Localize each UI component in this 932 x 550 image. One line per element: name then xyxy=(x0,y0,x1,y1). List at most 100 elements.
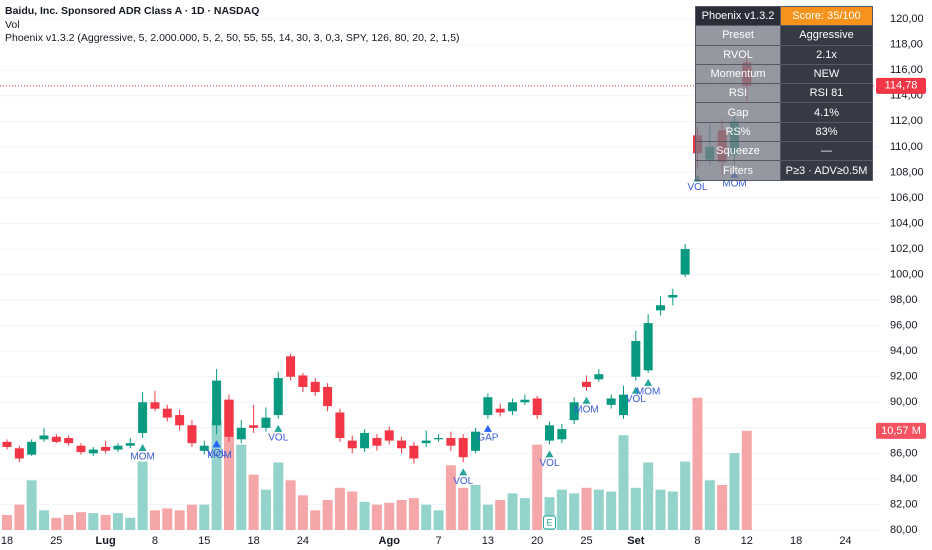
volume-bar xyxy=(717,484,728,530)
panel-row: Squeeze — xyxy=(695,141,873,162)
volume-bar xyxy=(26,480,37,530)
panel-cell: Score: 35/100 xyxy=(780,5,873,27)
x-tick-label: 24 xyxy=(297,535,309,547)
volume-bar xyxy=(162,508,173,530)
signal-label: MOM xyxy=(636,387,660,398)
signal-label: MOM xyxy=(207,450,231,461)
panel-cell: RSI xyxy=(695,83,781,104)
volume-bar xyxy=(729,453,740,530)
candle-body xyxy=(409,445,419,459)
signal-label: MOM xyxy=(722,178,746,189)
volume-bar xyxy=(236,444,247,530)
x-tick-label: 7 xyxy=(435,535,441,547)
phoenix-panel: Phoenix v1.3.2 Score: 35/100 Preset Aggre… xyxy=(695,5,873,181)
legend-line: Vol xyxy=(5,19,20,31)
volume-bar xyxy=(347,491,358,530)
candle-body xyxy=(372,438,382,446)
x-tick-label: 18 xyxy=(790,535,802,547)
candle-body xyxy=(668,295,678,298)
volume-bar xyxy=(655,489,666,530)
candle-body xyxy=(76,445,86,453)
volume-bar xyxy=(38,510,49,530)
candle-body xyxy=(631,340,641,377)
volume-bar xyxy=(186,504,197,530)
candle-body xyxy=(483,397,493,416)
signal-marker xyxy=(138,444,147,452)
volume-bar xyxy=(211,420,222,530)
volume-bar xyxy=(581,487,592,530)
y-tick-label: 100,00 xyxy=(890,268,924,280)
y-tick-label: 112,00 xyxy=(890,115,923,127)
volume-bar xyxy=(322,499,333,530)
signal-marker xyxy=(459,468,468,476)
candle-body xyxy=(39,435,49,440)
candle-body xyxy=(261,417,271,428)
legend-line: Phoenix v1.3.2 (Aggressive, 5, 2.000.000… xyxy=(5,32,460,44)
candle-body xyxy=(594,374,604,380)
y-tick-label: 80,00 xyxy=(890,524,918,536)
candle-body xyxy=(397,440,407,449)
volume-bar xyxy=(458,487,469,530)
signal-marker xyxy=(483,424,492,432)
candle-body xyxy=(125,443,135,446)
volume-bar xyxy=(482,504,493,530)
volume-bar xyxy=(519,498,530,530)
candle-body xyxy=(520,399,530,403)
candle-body xyxy=(545,425,555,441)
volume-bar xyxy=(667,491,678,530)
candle-body xyxy=(569,402,579,421)
candle-body xyxy=(162,408,172,418)
y-tick-label: 116,00 xyxy=(890,64,923,76)
y-tick-label: 96,00 xyxy=(890,320,918,332)
volume-bar xyxy=(334,487,345,530)
y-tick-label: 82,00 xyxy=(890,498,918,510)
y-tick-label: 110,00 xyxy=(890,141,923,153)
candle-body xyxy=(508,402,518,412)
candle-body xyxy=(298,375,308,387)
x-tick-label: 13 xyxy=(482,535,494,547)
volume-bar xyxy=(2,514,12,530)
volume-bar xyxy=(445,465,456,530)
volume-bar xyxy=(495,499,506,530)
panel-cell: P≥3 · ADV≥0.5M xyxy=(780,160,873,181)
panel-cell: Squeeze xyxy=(695,141,781,162)
signal-label: MOM xyxy=(130,452,154,463)
y-tick-label: 106,00 xyxy=(890,192,924,204)
volume-bar xyxy=(569,493,580,530)
volume-bar xyxy=(704,480,715,530)
panel-cell: Filters xyxy=(695,160,781,181)
y-tick-label: 90,00 xyxy=(890,396,918,408)
candle-body xyxy=(323,386,333,407)
y-tick-label: 94,00 xyxy=(890,345,918,357)
volume-bar xyxy=(532,444,543,530)
volume-bar xyxy=(741,430,752,530)
volume-bar xyxy=(680,461,691,530)
candle-body xyxy=(88,449,98,454)
volume-bar xyxy=(125,517,136,530)
x-tick-label: Ago xyxy=(379,535,401,547)
panel-cell: Momentum xyxy=(695,63,781,85)
volume-bar xyxy=(470,484,481,530)
candle-body xyxy=(101,446,111,451)
x-tick-label: 12 xyxy=(741,535,753,547)
volume-bar xyxy=(199,504,210,530)
candle-body xyxy=(655,305,665,311)
x-tick-label: 25 xyxy=(50,535,62,547)
candle-body xyxy=(212,380,222,426)
volume-bar xyxy=(556,489,567,530)
signal-label: VOL xyxy=(268,433,288,444)
volume-bar xyxy=(88,513,99,530)
panel-row: Preset Aggressive xyxy=(695,25,873,46)
x-tick-label: 20 xyxy=(531,535,543,547)
x-tick-label: Set xyxy=(627,535,644,547)
candle-body xyxy=(532,398,542,416)
volume-bar xyxy=(371,504,382,530)
signal-marker xyxy=(274,424,283,432)
volume-bar xyxy=(359,501,370,530)
candle-body xyxy=(138,402,148,433)
candle-body xyxy=(14,448,24,459)
volume-bar xyxy=(100,514,111,530)
last-price-box xyxy=(876,77,926,94)
panel-row: Gap 4.1% xyxy=(695,102,873,123)
